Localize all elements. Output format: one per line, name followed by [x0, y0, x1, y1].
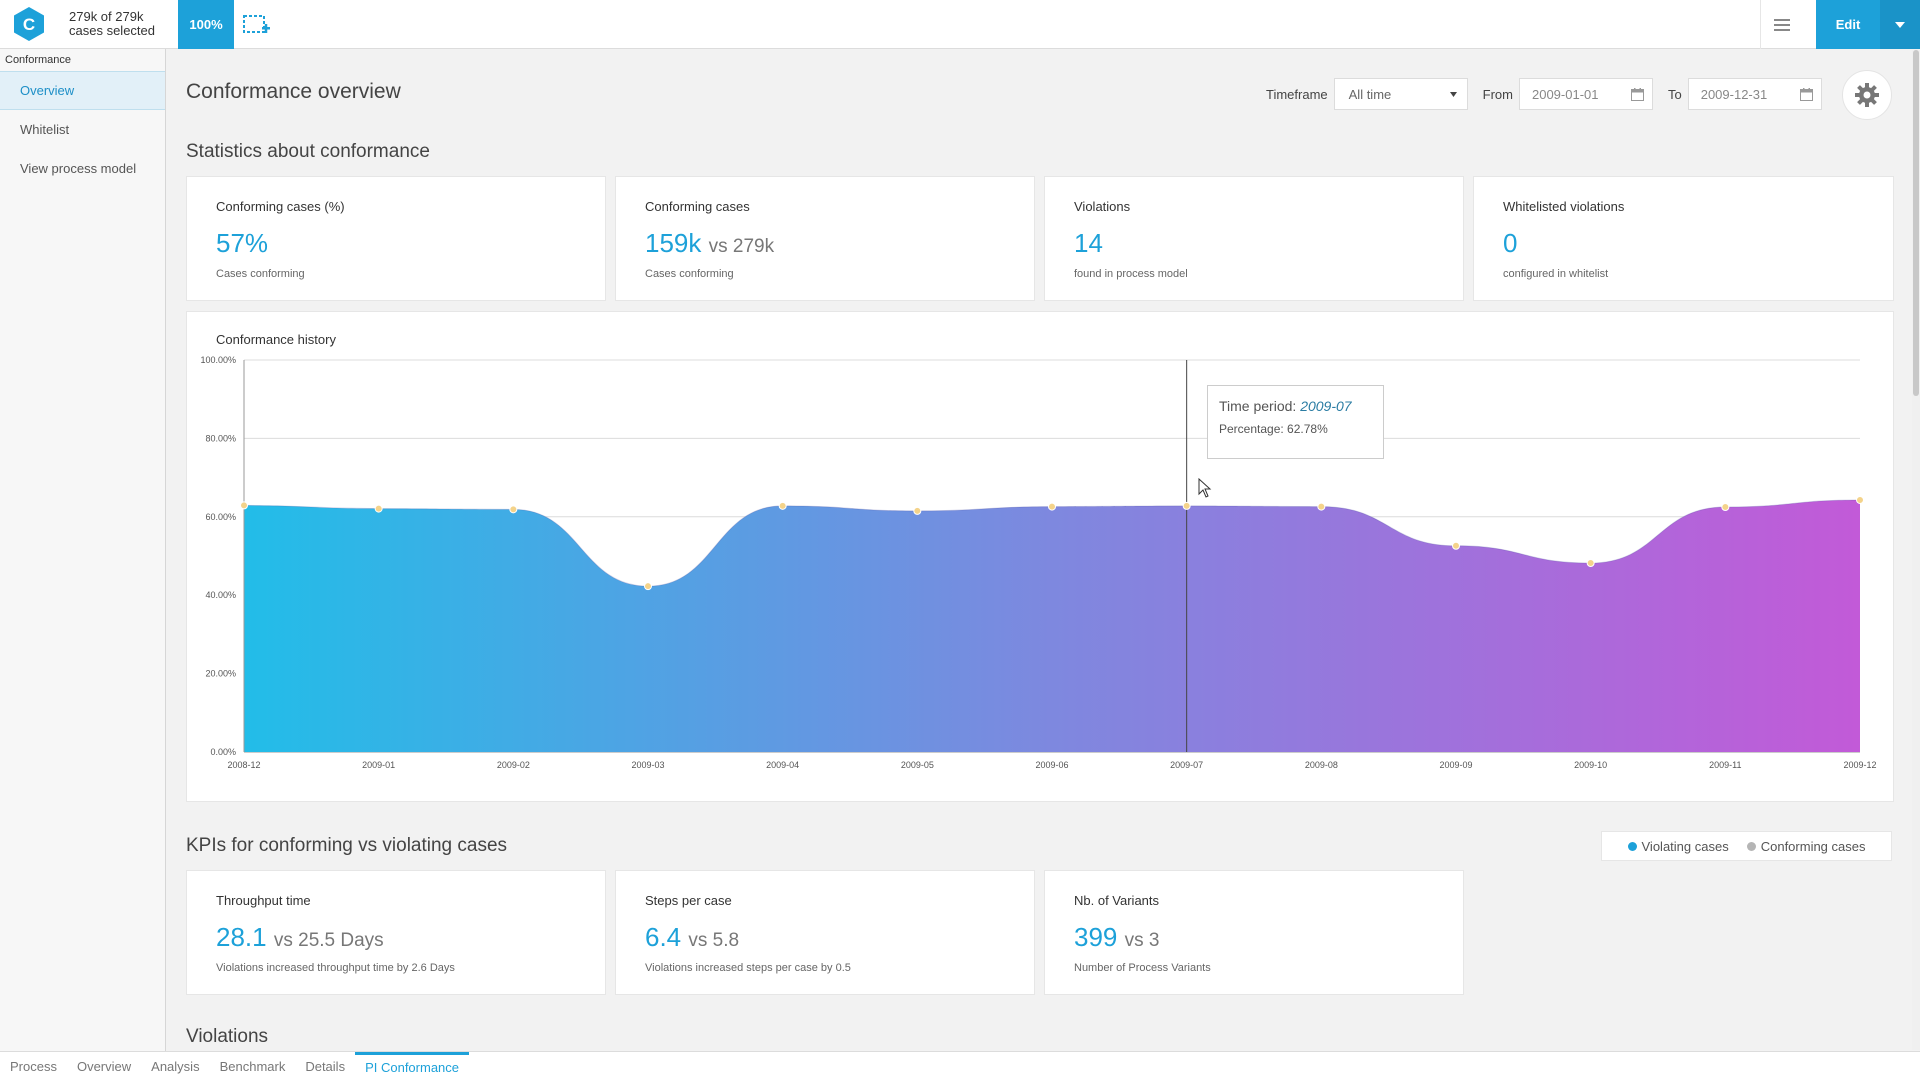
from-label: From — [1482, 86, 1513, 102]
conformance-history-chart: Conformance history — [186, 311, 1894, 802]
stat-card-subtitle: configured in whitelist — [1503, 268, 1609, 280]
tab-analysis[interactable]: Analysis — [151, 1058, 200, 1074]
scrollbar-thumb[interactable] — [1913, 50, 1919, 396]
sidebar-item-whitelist[interactable]: Whitelist — [20, 122, 70, 137]
top-bar: C 279k of 279k cases selected 100% Edit — [0, 0, 1920, 49]
kpi-value: 28.1 — [216, 922, 267, 952]
vertical-scrollbar[interactable] — [1912, 50, 1920, 1050]
calendar-icon[interactable] — [1630, 87, 1644, 101]
legend-dot — [1746, 841, 1756, 851]
kpi-card-title: Throughput time — [216, 893, 311, 908]
kpi-comparison: vs 25.5 Days — [273, 930, 384, 951]
legend-label: Violating cases — [1641, 838, 1729, 854]
tooltip-percentage: Percentage: 62.78% — [1219, 422, 1328, 436]
kpi-card-subtitle: Number of Process Variants — [1074, 962, 1211, 974]
bottom-tab-bar: Process Overview Analysis Benchmark Deta… — [0, 1051, 1920, 1080]
to-date-value: 2009-12-31 — [1700, 86, 1768, 102]
calendar-icon[interactable] — [1799, 87, 1813, 101]
page-title: Conformance overview — [186, 80, 401, 103]
legend-dot — [1627, 841, 1637, 851]
stat-card-subtitle: Cases conforming — [645, 268, 734, 280]
add-selection-icon[interactable] — [242, 14, 272, 38]
tab-pi-conformance[interactable]: PI Conformance — [355, 1051, 470, 1080]
sidebar-header: Conformance — [5, 54, 72, 66]
stat-card-value: 57% — [216, 228, 268, 259]
kpi-card-subtitle: Violations increased throughput time by … — [216, 962, 455, 974]
stat-card-value: 14 — [1074, 228, 1103, 259]
cases-selected-label: cases selected — [69, 23, 155, 38]
to-label: To — [1667, 86, 1682, 102]
mouse-cursor-icon — [1198, 478, 1212, 498]
stat-card-conforming-cases: Conforming cases 159k vs 279k Cases conf… — [615, 176, 1035, 301]
hamburger-menu-icon[interactable] — [1760, 0, 1802, 49]
stat-card-subtitle: found in process model — [1074, 268, 1188, 280]
edit-dropdown-chevron-icon[interactable] — [1880, 0, 1920, 49]
stat-value: 0 — [1503, 228, 1518, 258]
tooltip-period-label: Time period: — [1219, 398, 1297, 414]
tab-benchmark[interactable]: Benchmark — [219, 1058, 286, 1074]
timeframe-label: Timeframe — [1266, 86, 1328, 102]
stat-card-title: Conforming cases — [645, 199, 750, 214]
tab-process[interactable]: Process — [10, 1058, 57, 1074]
timeframe-value: All time — [1348, 86, 1392, 102]
kpi-card-title: Steps per case — [645, 893, 732, 908]
selection-percentage-badge[interactable]: 100% — [178, 0, 234, 49]
tooltip-period-value: 2009-07 — [1300, 398, 1352, 414]
timeframe-select[interactable]: All time — [1333, 78, 1468, 110]
kpi-card-steps-per-case: Steps per case 6.4 vs 5.8 Violations inc… — [615, 870, 1035, 995]
sidebar-item-overview[interactable]: Overview — [0, 71, 165, 110]
kpi-comparison: vs 3 — [1124, 930, 1160, 951]
timeframe-filters: Timeframe All time From 2009-01-01 To 20… — [1266, 77, 1837, 111]
stat-card-title: Violations — [1074, 199, 1131, 214]
sidebar: Conformance Overview Whitelist View proc… — [0, 49, 166, 1051]
tooltip-period: Time period: 2009-07 — [1219, 398, 1372, 414]
dropdown-arrow-icon — [1449, 91, 1457, 97]
stat-card-conforming-percentage: Conforming cases (%) 57% Cases conformin… — [186, 176, 606, 301]
kpi-value: 399 — [1074, 922, 1118, 952]
stat-card-whitelisted-violations: Whitelisted violations 0 configured in w… — [1473, 176, 1894, 301]
legend-item-conforming[interactable]: Conforming cases — [1746, 838, 1866, 854]
stat-card-title: Whitelisted violations — [1503, 199, 1625, 214]
tab-overview[interactable]: Overview — [76, 1058, 132, 1074]
from-date-value: 2009-01-01 — [1531, 86, 1599, 102]
stat-card-subtitle: Cases conforming — [216, 268, 305, 280]
kpi-card-throughput-time: Throughput time 28.1 vs 25.5 Days Violat… — [186, 870, 606, 995]
kpi-card-title: Nb. of Variants — [1074, 893, 1160, 908]
kpi-comparison: vs 5.8 — [688, 930, 740, 951]
to-date-field[interactable]: 2009-12-31 — [1687, 78, 1822, 110]
legend-label: Conforming cases — [1760, 838, 1866, 854]
legend-item-violating[interactable]: Violating cases — [1627, 838, 1729, 854]
stat-card-value: 159k vs 279k — [645, 228, 774, 259]
violations-section-title: Violations — [186, 1026, 269, 1047]
stat-card-value: 0 — [1503, 228, 1517, 259]
kpi-card-value: 399 vs 3 — [1074, 922, 1159, 953]
stat-value: 159k — [645, 228, 702, 258]
kpi-card-value: 6.4 vs 5.8 — [645, 922, 739, 953]
statistics-section-title: Statistics about conformance — [186, 141, 430, 162]
cases-count: 279k of 279k — [69, 9, 144, 24]
settings-gear-icon[interactable] — [1842, 70, 1892, 120]
kpi-value: 6.4 — [645, 922, 682, 952]
kpi-card-variants: Nb. of Variants 399 vs 3 Number of Proce… — [1044, 870, 1464, 995]
kpi-card-subtitle: Violations increased steps per case by 0… — [645, 962, 851, 974]
svg-text:C: C — [23, 15, 35, 34]
stat-value: 14 — [1074, 228, 1103, 258]
stat-value: 57% — [216, 228, 269, 258]
tab-details[interactable]: Details — [305, 1058, 346, 1074]
kpi-legend: Violating cases Conforming cases — [1601, 831, 1892, 861]
stat-card-violations: Violations 14 found in process model — [1044, 176, 1464, 301]
stat-comparison: vs 279k — [708, 236, 775, 257]
celonis-logo-icon[interactable]: C — [13, 7, 45, 41]
kpi-card-value: 28.1 vs 25.5 Days — [216, 922, 384, 953]
chart-title: Conformance history — [216, 332, 336, 347]
from-date-field[interactable]: 2009-01-01 — [1518, 78, 1653, 110]
kpi-section-title: KPIs for conforming vs violating cases — [186, 835, 508, 856]
chart-tooltip: Time period: 2009-07 Percentage: 62.78% — [1207, 385, 1384, 459]
sidebar-item-view-process-model[interactable]: View process model — [20, 161, 137, 176]
cases-selected-text: 279k of 279k cases selected — [69, 10, 155, 38]
stat-card-title: Conforming cases (%) — [216, 199, 345, 214]
edit-button[interactable]: Edit — [1816, 0, 1880, 49]
